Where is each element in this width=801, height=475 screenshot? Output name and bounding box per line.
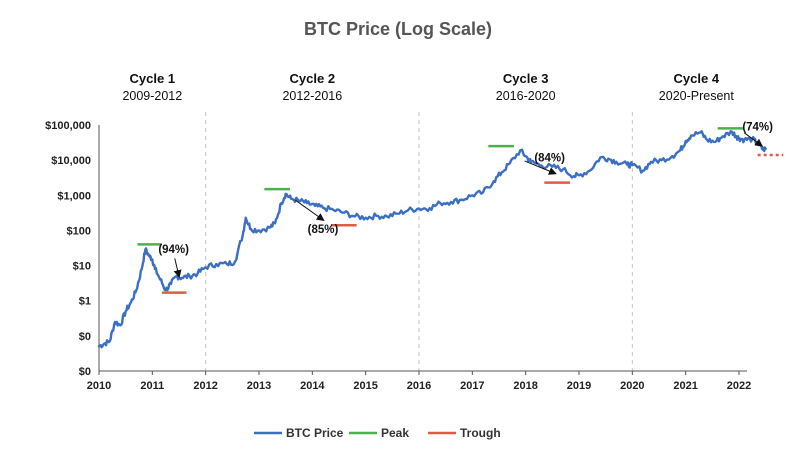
drawdown-arrow [294,199,325,222]
x-tick-label: 2012 [193,380,217,392]
cycle-labels: Cycle 1 2009-2012 Cycle 2 2012-2016 Cycle 3 2… [122,71,734,103]
cycle-dividers [205,112,633,371]
cycle-name: Cycle 4 [674,71,720,86]
y-tick-label: $10 [73,261,91,273]
y-tick-label: $1,000 [57,190,91,202]
y-tick-label: $0 [79,331,91,343]
cycle-range: 2012-2016 [282,89,342,103]
cycle-range: 2016-2020 [496,89,556,103]
x-tick-label: 2013 [247,380,271,392]
x-axis-ticks: 2010 2011 2012 2013 2014 2015 2016 2017 2018 2019… [87,371,751,392]
x-tick-label: 2019 [567,380,591,392]
btc-price-line [97,130,767,349]
x-tick-label: 2021 [673,380,697,392]
drawdown-label: (74%) [742,122,773,134]
x-tick-label: 2016 [407,380,431,392]
x-tick-label: 2017 [460,380,484,392]
axes [98,125,747,372]
drawdown-arrow [744,132,764,147]
x-tick-label: 2015 [353,380,377,392]
y-tick-label: $0 [79,366,91,378]
cycle-range: 2009-2012 [122,89,182,103]
y-axis-ticks: $0 $0 $1 $10 $100 $1,000 $10,000 $100,000 [45,120,91,378]
cycle-name: Cycle 1 [130,71,176,86]
x-tick-label: 2022 [727,380,751,392]
cycle-name: Cycle 2 [290,71,336,86]
cycle-range: 2020-Present [659,89,735,103]
y-tick-label: $1 [79,296,91,308]
legend: BTC Price Peak Trough [254,426,501,440]
x-tick-label: 2011 [140,380,164,392]
x-tick-label: 2018 [513,380,537,392]
legend-label: Peak [381,426,409,440]
chart-title: BTC Price (Log Scale) [304,19,492,39]
y-tick-label: $10,000 [51,155,91,167]
price-series [97,130,767,349]
drawdown-label: (84%) [534,152,565,164]
x-tick-label: 2010 [87,380,111,392]
x-tick-label: 2020 [620,380,644,392]
x-tick-label: 2014 [300,380,325,392]
cycle-name: Cycle 3 [503,71,549,86]
drawdown-annotations: (94%) (85%) (84%) (74%) [158,122,773,279]
drawdown-label: (85%) [308,224,339,236]
drawdown-arrow [173,258,182,279]
y-tick-label: $100 [67,225,91,237]
peak-trough-markers [137,127,784,294]
legend-label: Trough [460,426,501,440]
y-tick-label: $100,000 [45,120,91,132]
legend-label: BTC Price [286,426,344,440]
drawdown-label: (94%) [158,244,189,256]
drawdown-arrow [524,160,557,175]
